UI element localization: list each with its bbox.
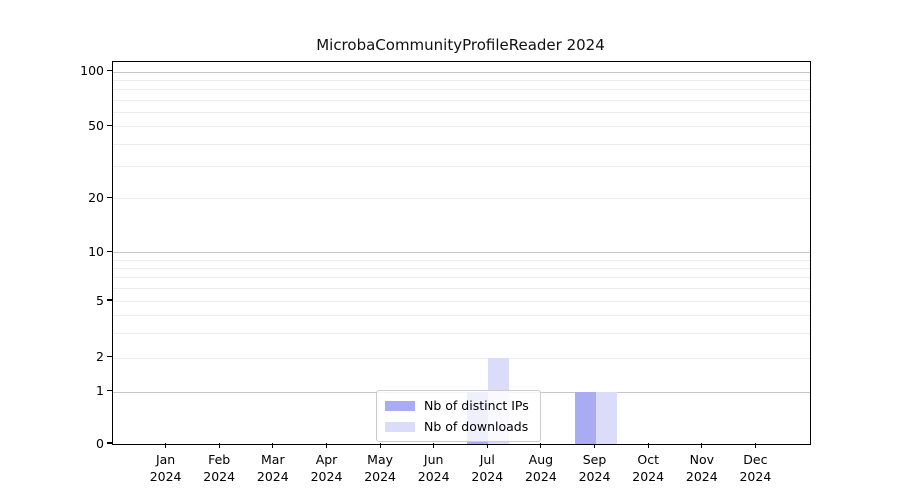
x-tick-year: 2024 [310, 468, 343, 484]
y-tick-mark [107, 356, 112, 358]
bar-downloads [595, 391, 617, 444]
x-tick-month: Aug [528, 452, 554, 467]
legend-item-distinct-ips: Nb of distinct IPs [385, 398, 529, 413]
y-tick-label: 100 [80, 63, 104, 79]
y-tick-mark [107, 299, 112, 301]
y-tick-mark [107, 442, 112, 444]
y-tick-label: 1 [96, 383, 104, 399]
x-tick-label: Mar 2024 [245, 452, 301, 485]
x-tick-label: Sep 2024 [567, 452, 623, 485]
x-tick-month: Sep [582, 452, 607, 467]
x-tick-mark [218, 443, 220, 448]
gridline-minor [113, 126, 810, 128]
x-tick-year: 2024 [203, 468, 236, 484]
legend-swatch-downloads [385, 421, 415, 432]
x-tick-month: Feb [208, 452, 231, 467]
y-tick-mark [107, 196, 112, 198]
legend-swatch-distinct-ips [385, 400, 415, 411]
x-tick-year: 2024 [578, 468, 611, 484]
y-tick-label: 5 [96, 292, 104, 308]
x-tick-mark [433, 443, 435, 448]
x-tick-mark [593, 443, 596, 448]
gridline-minor [113, 301, 810, 302]
y-tick-mark [107, 70, 112, 72]
x-tick-year: 2024 [256, 468, 289, 484]
x-tick-year: 2024 [739, 468, 772, 484]
x-tick-month: Jul [479, 452, 495, 467]
x-tick-month: Dec [743, 452, 768, 467]
x-tick-month: Oct [637, 452, 659, 467]
x-tick-label: Jan 2024 [138, 452, 194, 485]
x-tick-mark [165, 443, 167, 448]
y-tick-mark [107, 250, 112, 252]
gridline-minor [113, 198, 810, 200]
x-tick-month: Jun [423, 452, 444, 467]
x-tick-mark [540, 443, 542, 448]
x-tick-month: Apr [315, 452, 338, 467]
legend: Nb of distinct IPs Nb of downloads [376, 390, 541, 442]
y-tick-label: 10 [88, 243, 104, 259]
x-tick-month: May [367, 452, 394, 467]
x-tick-year: 2024 [524, 468, 557, 484]
x-tick-label: Dec 2024 [727, 452, 783, 485]
x-tick-year: 2024 [632, 468, 665, 484]
y-tick-mark [107, 124, 112, 126]
x-tick-year: 2024 [364, 468, 396, 484]
x-tick-mark [647, 443, 649, 448]
x-tick-month: Nov [689, 452, 714, 467]
x-tick-label: Feb 2024 [191, 452, 247, 485]
y-tick-label: 2 [96, 349, 104, 365]
gridline-minor [113, 99, 810, 101]
x-tick-month: Jan [155, 452, 176, 467]
y-tick-mark [107, 390, 112, 392]
x-tick-label: Nov 2024 [674, 452, 730, 485]
gridline-minor [113, 111, 810, 113]
bars-layer [113, 62, 810, 444]
x-tick-mark [486, 443, 488, 448]
gridline-minor [113, 277, 810, 279]
x-tick-mark [754, 443, 756, 448]
gridline-minor [113, 259, 810, 261]
x-tick-month: Mar [261, 452, 285, 467]
x-tick-label: May 2024 [352, 452, 408, 485]
x-tick-label: Aug 2024 [513, 452, 569, 485]
gridline-minor [113, 314, 810, 316]
x-tick-year: 2024 [417, 468, 450, 484]
gridline-minor [113, 143, 810, 145]
gridline-minor [113, 89, 810, 91]
y-tick-label: 0 [96, 435, 104, 451]
x-tick-label: Apr 2024 [299, 452, 355, 485]
chart-title: MicrobaCommunityProfileReader 2024 [316, 36, 605, 54]
bar-distinct-ips [574, 391, 596, 444]
gridline-minor [113, 166, 810, 168]
y-tick-label: 20 [88, 189, 104, 205]
legend-label-downloads: Nb of downloads [424, 419, 529, 434]
x-tick-mark [701, 443, 703, 448]
gridline-minor [113, 357, 810, 359]
y-tick-label: 50 [88, 117, 104, 133]
x-tick-label: Jun 2024 [406, 452, 462, 485]
x-tick-year: 2024 [149, 468, 182, 484]
gridline-major [113, 71, 810, 73]
x-tick-label: Jul 2024 [459, 452, 515, 485]
plot-area: Nb of distinct IPs Nb of downloads [112, 61, 811, 445]
legend-item-downloads: Nb of downloads [385, 419, 529, 434]
x-tick-year: 2024 [685, 468, 718, 484]
gridline-minor [113, 332, 810, 334]
legend-label-distinct-ips: Nb of distinct IPs [424, 398, 529, 413]
x-tick-year: 2024 [471, 468, 504, 484]
gridline-minor [113, 80, 810, 81]
x-tick-mark [379, 443, 381, 448]
gridline-major [113, 252, 810, 254]
x-tick-label: Oct 2024 [620, 452, 676, 485]
x-tick-mark [272, 443, 274, 448]
gridline-minor [113, 288, 810, 290]
x-tick-mark [325, 443, 328, 448]
gridline-minor [113, 268, 810, 270]
